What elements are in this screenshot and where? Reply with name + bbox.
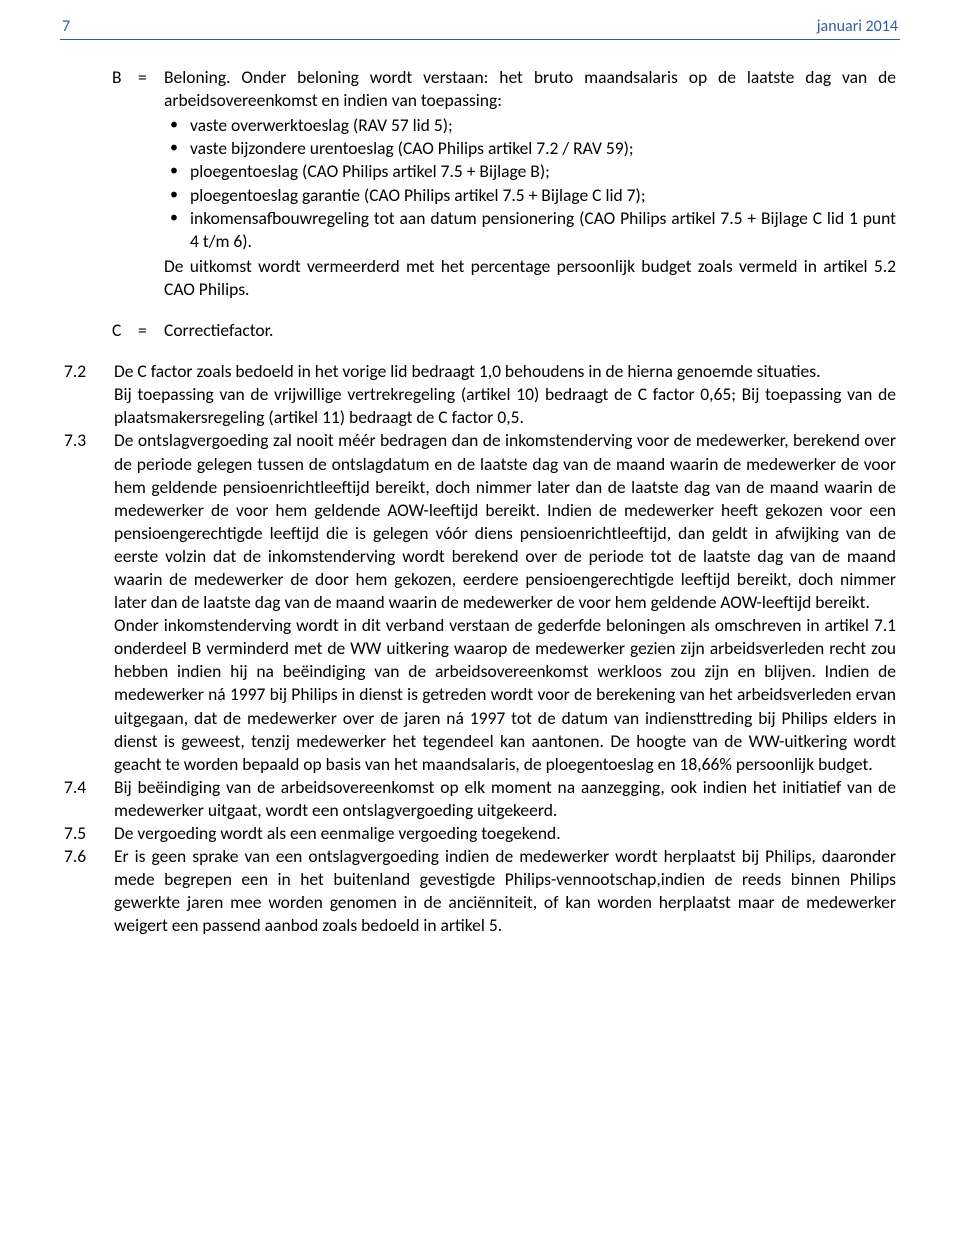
article-number: 7.2 <box>64 360 114 429</box>
article-paragraph: Er is geen sprake van een ontslagvergoed… <box>114 845 896 937</box>
article-body: Bij beëindiging van de arbeidsovereenkom… <box>114 776 896 822</box>
article-number: 7.6 <box>64 845 114 937</box>
definition-b: B = Beloning. Onder beloning wordt verst… <box>112 66 896 301</box>
article-7-6: 7.6 Er is geen sprake van een ontslagver… <box>64 845 896 937</box>
bullet-item: vaste overwerktoeslag (RAV 57 lid 5); <box>164 114 896 137</box>
article-number: 7.5 <box>64 822 114 845</box>
bullet-item: inkomensafbouwregeling tot aan datum pen… <box>164 207 896 253</box>
bullet-item: ploegentoeslag (CAO Philips artikel 7.5 … <box>164 160 896 183</box>
article-body: De ontslagvergoeding zal nooit méér bedr… <box>114 429 896 775</box>
bullet-item: ploegentoeslag garantie (CAO Philips art… <box>164 184 896 207</box>
article-7-4: 7.4 Bij beëindiging van de arbeidsoveree… <box>64 776 896 822</box>
definition-c: C = Correctiefactor. <box>112 319 896 342</box>
definition-c-text: Correctiefactor. <box>164 319 896 342</box>
page-number: 7 <box>62 16 70 37</box>
article-body: Er is geen sprake van een ontslagvergoed… <box>114 845 896 937</box>
article-paragraph: Bij beëindiging van de arbeidsovereenkom… <box>114 776 896 822</box>
definition-c-label: C <box>112 319 138 342</box>
article-body: De C factor zoals bedoeld in het vorige … <box>114 360 896 429</box>
definition-b-label: B <box>112 66 138 301</box>
article-number: 7.3 <box>64 429 114 775</box>
page-content: B = Beloning. Onder beloning wordt verst… <box>60 66 900 937</box>
definition-b-bullets: vaste overwerktoeslag (RAV 57 lid 5); va… <box>164 114 896 253</box>
article-paragraph: De C factor zoals bedoeld in het vorige … <box>114 360 896 383</box>
article-number: 7.4 <box>64 776 114 822</box>
article-7-3: 7.3 De ontslagvergoeding zal nooit méér … <box>64 429 896 775</box>
bullet-item: vaste bijzondere urentoeslag (CAO Philip… <box>164 137 896 160</box>
article-7-5: 7.5 De vergoeding wordt als een eenmalig… <box>64 822 896 845</box>
definition-b-eq: = <box>138 66 164 301</box>
article-body: De vergoeding wordt als een eenmalige ve… <box>114 822 896 845</box>
definition-b-intro: Beloning. Onder beloning wordt verstaan:… <box>164 66 896 111</box>
header-date: januari 2014 <box>817 16 898 37</box>
definition-c-eq: = <box>138 319 164 342</box>
header-rule <box>60 39 900 40</box>
page-header: 7 januari 2014 <box>60 16 900 39</box>
article-paragraph: De ontslagvergoeding zal nooit méér bedr… <box>114 429 896 614</box>
definition-b-body: Beloning. Onder beloning wordt verstaan:… <box>164 66 896 301</box>
article-paragraph: Onder inkomstenderving wordt in dit verb… <box>114 614 896 776</box>
article-paragraph: De vergoeding wordt als een eenmalige ve… <box>114 822 896 845</box>
article-paragraph: Bij toepassing van de vrijwillige vertre… <box>114 383 896 429</box>
article-7-2: 7.2 De C factor zoals bedoeld in het vor… <box>64 360 896 429</box>
definition-b-after: De uitkomst wordt vermeerderd met het pe… <box>164 255 896 301</box>
